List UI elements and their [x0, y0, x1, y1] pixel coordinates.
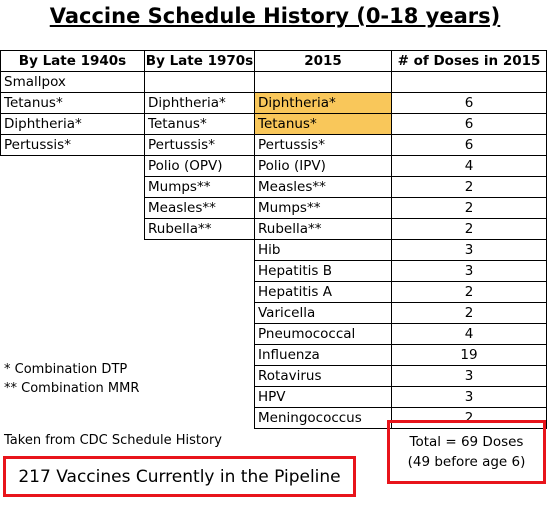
- header-1940s: By Late 1940s: [0, 50, 145, 72]
- cell-2015: Mumps**: [254, 197, 392, 219]
- table-row: Meningococcus 2: [1, 407, 547, 429]
- cell-1970s: Mumps**: [144, 176, 255, 198]
- cell-1940s: Tetanus*: [0, 92, 145, 114]
- cell-2015: HPV: [254, 386, 392, 408]
- header-1970s: By Late 1970s: [144, 50, 255, 72]
- cell-1940s: [1, 177, 145, 198]
- cell-2015: Hib: [254, 239, 392, 261]
- cell-1940s: [1, 240, 145, 261]
- cell-doses: 3: [391, 239, 547, 261]
- header-row: By Late 1940s By Late 1970s 2015 # of Do…: [0, 50, 547, 72]
- cell-doses: 2: [391, 218, 547, 240]
- cell-2015: Hepatitis B: [254, 260, 392, 282]
- table-row: Hib 3: [1, 239, 547, 261]
- cell-1970s: [145, 324, 255, 345]
- pipeline-text: 217 Vaccines Currently in the Pipeline: [18, 466, 341, 487]
- cell-1970s: [144, 71, 255, 93]
- table-row: HPV 3: [1, 386, 547, 408]
- header-2015: 2015: [254, 50, 392, 72]
- cell-2015: Meningococcus: [254, 407, 392, 429]
- cell-1940s: Smallpox: [0, 71, 145, 93]
- cell-1970s: [145, 282, 255, 303]
- cell-1940s: [1, 282, 145, 303]
- cell-2015: Varicella: [254, 302, 392, 324]
- total-doses-callout: Total = 69 Doses (49 before age 6): [387, 420, 546, 484]
- cell-1970s: Tetanus*: [144, 113, 255, 135]
- table-row: Rotavirus 3: [1, 365, 547, 387]
- cell-doses: 2: [391, 281, 547, 303]
- cell-2015: Influenza: [254, 344, 392, 366]
- table-row: Mumps** Measles** 2: [1, 176, 547, 198]
- pipeline-callout: 217 Vaccines Currently in the Pipeline: [3, 456, 356, 497]
- cell-1970s: [145, 303, 255, 324]
- cell-doses: 2: [391, 176, 547, 198]
- cell-1940s: [1, 156, 145, 177]
- cell-1970s: [145, 387, 255, 408]
- cell-1940s: [1, 324, 145, 345]
- table-row: Diphtheria* Tetanus* Tetanus* 6: [0, 113, 547, 135]
- table-row: Rubella** Rubella** 2: [1, 218, 547, 240]
- table-row: Varicella 2: [1, 302, 547, 324]
- note-mmr: ** Combination MMR: [4, 381, 140, 396]
- cell-2015: Polio (IPV): [254, 155, 392, 177]
- cell-1970s: Polio (OPV): [144, 155, 255, 177]
- cell-2015: Pertussis*: [254, 134, 392, 156]
- cell-1970s: [145, 345, 255, 366]
- cell-doses: 6: [391, 92, 547, 114]
- table-row: Influenza 19: [1, 344, 547, 366]
- cell-doses: 3: [391, 386, 547, 408]
- cell-2015: Rotavirus: [254, 365, 392, 387]
- table-row: Measles** Mumps** 2: [1, 197, 547, 219]
- cell-2015: Tetanus*: [254, 113, 392, 135]
- total-line-2: (49 before age 6): [407, 454, 526, 470]
- page-title: Vaccine Schedule History (0-18 years): [49, 4, 501, 28]
- cell-1940s: [1, 219, 145, 240]
- cell-doses: [391, 71, 547, 93]
- cell-1970s: Measles**: [144, 197, 255, 219]
- cell-2015: Measles**: [254, 176, 392, 198]
- cell-2015: Rubella**: [254, 218, 392, 240]
- cell-1970s: [145, 366, 255, 387]
- cell-doses: 4: [391, 155, 547, 177]
- cell-1970s: [145, 408, 255, 429]
- cell-doses: 3: [391, 260, 547, 282]
- cell-1940s: [1, 303, 145, 324]
- header-doses: # of Doses in 2015: [391, 50, 547, 72]
- cell-1970s: [145, 240, 255, 261]
- cell-1940s: Pertussis*: [0, 134, 145, 156]
- table-row: Pertussis* Pertussis* Pertussis* 6: [0, 134, 547, 156]
- cell-1970s: Pertussis*: [144, 134, 255, 156]
- cell-2015: Diphtheria*: [254, 92, 392, 114]
- cell-1970s: Diphtheria*: [144, 92, 255, 114]
- table-row: Polio (OPV) Polio (IPV) 4: [1, 155, 547, 177]
- cell-2015: Hepatitis A: [254, 281, 392, 303]
- cell-doses: 19: [391, 344, 547, 366]
- source-note: Taken from CDC Schedule History: [4, 433, 222, 448]
- cell-doses: 2: [391, 197, 547, 219]
- cell-1940s: [1, 261, 145, 282]
- cell-doses: 6: [391, 134, 547, 156]
- total-line-1: Total = 69 Doses: [409, 434, 524, 450]
- cell-1940s: [1, 408, 145, 429]
- cell-doses: 3: [391, 365, 547, 387]
- cell-doses: 4: [391, 323, 547, 345]
- table-row: Tetanus* Diphtheria* Diphtheria* 6: [0, 92, 547, 114]
- cell-1970s: Rubella**: [144, 218, 255, 240]
- vaccine-schedule-table: By Late 1940s By Late 1970s 2015 # of Do…: [0, 50, 547, 429]
- cell-2015: [254, 71, 392, 93]
- cell-doses: 6: [391, 113, 547, 135]
- table-row: Smallpox: [0, 71, 547, 93]
- note-dtp: * Combination DTP: [4, 362, 128, 377]
- cell-1940s: [1, 198, 145, 219]
- table-row: Pneumococcal 4: [1, 323, 547, 345]
- cell-2015: Pneumococcal: [254, 323, 392, 345]
- cell-1970s: [145, 261, 255, 282]
- cell-doses: 2: [391, 407, 547, 429]
- cell-1940s: Diphtheria*: [0, 113, 145, 135]
- cell-doses: 2: [391, 302, 547, 324]
